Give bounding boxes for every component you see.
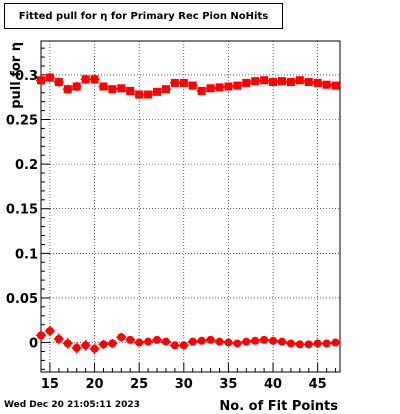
data-point-square: [126, 86, 135, 95]
data-point-square: [215, 83, 224, 92]
data-point-circle: [170, 341, 179, 350]
data-point-circle: [304, 340, 313, 349]
data-point-square: [63, 85, 72, 94]
plot-frame: [40, 40, 341, 373]
data-point-circle: [313, 339, 322, 348]
y-tick-label: 0.1: [15, 247, 38, 262]
data-point-circle: [161, 337, 170, 346]
data-point-circle: [179, 341, 188, 350]
data-point-square: [144, 90, 153, 99]
data-point-square: [322, 80, 331, 89]
data-point-circle: [117, 333, 126, 342]
data-point-square: [117, 84, 126, 93]
y-tick-label: 0.2: [15, 158, 38, 173]
x-tick-label: 20: [86, 377, 104, 392]
data-point-square: [153, 87, 162, 96]
x-tick-label: 15: [41, 377, 59, 392]
y-tick-label: 0.25: [6, 114, 38, 129]
data-point-square: [269, 78, 278, 87]
data-point-square: [170, 78, 179, 87]
y-tick-label: 0: [29, 337, 38, 352]
x-tick-label: 25: [130, 377, 148, 392]
data-point-square: [72, 82, 81, 91]
x-tick-label: 45: [309, 377, 327, 392]
data-point-circle: [126, 335, 135, 344]
data-point-square: [135, 90, 144, 99]
data-point-square: [99, 82, 108, 91]
data-point-circle: [99, 340, 108, 349]
y-tick-label: 0.3: [15, 69, 38, 84]
data-point-square: [331, 81, 340, 90]
data-marks: [36, 73, 341, 355]
data-point-square: [295, 76, 304, 85]
data-point-circle: [72, 343, 81, 352]
data-point-square: [161, 85, 170, 94]
x-axis-label: No. of Fit Points: [219, 399, 338, 414]
data-point-square: [251, 77, 260, 86]
data-point-circle: [54, 334, 63, 343]
data-point-square: [197, 86, 206, 95]
data-point-circle: [108, 339, 117, 348]
data-point-circle: [153, 335, 162, 344]
data-point-circle: [295, 340, 304, 349]
data-point-circle: [215, 337, 224, 346]
y-tick-label: 0.15: [6, 203, 38, 218]
data-point-square: [188, 81, 197, 90]
data-point-square: [313, 78, 322, 87]
timestamp: Wed Dec 20 21:05:11 2023: [4, 400, 140, 410]
data-point-circle: [322, 339, 331, 348]
data-point-square: [90, 75, 99, 84]
x-tick-label: 35: [219, 377, 237, 392]
data-point-circle: [37, 331, 45, 340]
data-point-square: [45, 73, 54, 82]
data-point-square: [260, 76, 269, 85]
data-point-square: [304, 78, 313, 87]
data-point-square: [37, 76, 45, 85]
data-point-circle: [260, 335, 269, 344]
data-point-circle: [81, 341, 90, 350]
data-point-circle: [63, 339, 72, 348]
data-point-circle: [135, 338, 144, 347]
data-point-square: [286, 78, 295, 87]
data-point-square: [81, 75, 90, 84]
data-point-circle: [269, 336, 278, 345]
data-point-circle: [144, 337, 153, 346]
data-point-circle: [233, 339, 242, 348]
grid-lines: [41, 41, 340, 372]
axis-ticks: 15 20 25 30 35 40 45 0 0.05 0.1 0.15 0.2 0.25 0.3: [6, 47, 337, 392]
data-point-circle: [331, 338, 340, 347]
data-point-circle: [277, 337, 286, 346]
data-point-square: [242, 78, 251, 87]
data-point-circle: [90, 344, 99, 353]
y-tick-label: 0.05: [6, 292, 38, 307]
data-point-circle: [251, 336, 260, 345]
data-point-square: [206, 84, 215, 93]
y-axis-label: pull for η: [9, 42, 24, 109]
data-point-circle: [224, 338, 233, 347]
data-point-circle: [286, 339, 295, 348]
data-point-square: [277, 77, 286, 86]
data-point-square: [233, 81, 242, 90]
data-point-circle: [206, 335, 215, 344]
data-point-circle: [197, 336, 206, 345]
x-tick-label: 30: [175, 377, 193, 392]
data-point-square: [108, 85, 117, 94]
data-point-square: [224, 82, 233, 91]
data-point-square: [54, 78, 63, 87]
data-point-circle: [45, 326, 54, 335]
x-tick-label: 40: [264, 377, 282, 392]
data-point-circle: [188, 337, 197, 346]
chart-title: Fitted pull for η for Primary Rec Pion N…: [4, 3, 283, 29]
data-point-square: [179, 78, 188, 87]
data-point-circle: [242, 337, 251, 346]
